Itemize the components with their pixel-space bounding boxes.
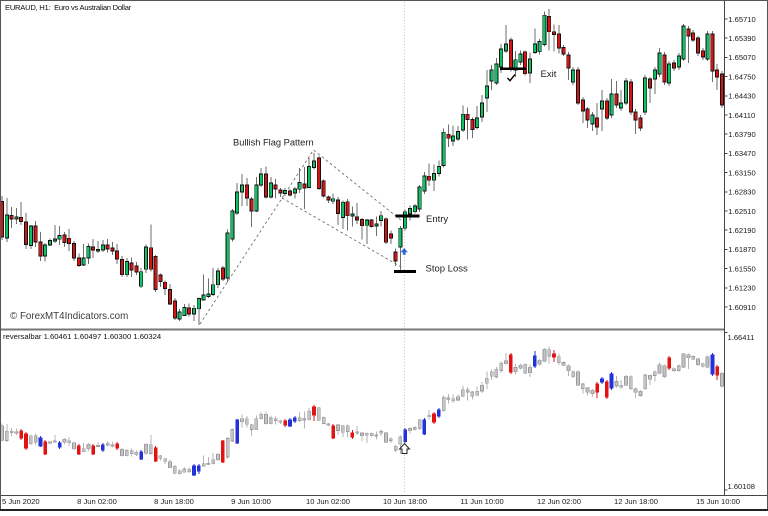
svg-text:1.61550: 1.61550 — [728, 264, 755, 273]
svg-text:1.62190: 1.62190 — [728, 226, 755, 235]
svg-text:1.66411: 1.66411 — [728, 333, 755, 342]
svg-text:15 Jun 10:00: 15 Jun 10:00 — [696, 497, 740, 506]
svg-text:1.65390: 1.65390 — [728, 34, 755, 43]
svg-text:1.64430: 1.64430 — [728, 92, 755, 101]
svg-text:1.63470: 1.63470 — [728, 149, 755, 158]
svg-text:12 Jun 02:00: 12 Jun 02:00 — [537, 497, 581, 506]
svg-text:reversalbar 1.60461 1.60497 1.: reversalbar 1.60461 1.60497 1.60300 1.60… — [3, 332, 162, 341]
svg-text:8 Jun 18:00: 8 Jun 18:00 — [154, 497, 194, 506]
svg-text:1.65070: 1.65070 — [728, 53, 755, 62]
svg-text:12 Jun 18:00: 12 Jun 18:00 — [614, 497, 658, 506]
svg-text:1.62510: 1.62510 — [728, 207, 755, 216]
svg-text:1.63150: 1.63150 — [728, 168, 755, 177]
svg-text:1.60910: 1.60910 — [728, 303, 755, 312]
svg-text:EURAUD, H1: Euro vs Australia: EURAUD, H1: Euro vs Australian Dollar — [5, 3, 132, 12]
svg-text:Entry: Entry — [426, 214, 448, 225]
svg-text:1.61870: 1.61870 — [728, 245, 755, 254]
svg-text:8 Jun 02:00: 8 Jun 02:00 — [77, 497, 117, 506]
svg-text:Bullish Flag Pattern: Bullish Flag Pattern — [233, 138, 314, 148]
svg-text:11 Jun 10:00: 11 Jun 10:00 — [460, 497, 503, 506]
svg-text:5 Jun 2020: 5 Jun 2020 — [2, 497, 40, 506]
svg-text:1.60108: 1.60108 — [728, 482, 755, 491]
svg-text:Stop Loss: Stop Loss — [426, 264, 468, 275]
svg-text:10 Jun 18:00: 10 Jun 18:00 — [383, 497, 427, 506]
svg-text:1.65710: 1.65710 — [728, 15, 755, 24]
svg-text:1.64110: 1.64110 — [728, 111, 755, 120]
svg-text:Exit: Exit — [541, 69, 557, 80]
svg-text:© ForexMT4Indicators.com: © ForexMT4Indicators.com — [10, 311, 128, 322]
svg-text:10 Jun 02:00: 10 Jun 02:00 — [306, 497, 350, 506]
svg-text:1.62830: 1.62830 — [728, 188, 755, 197]
svg-text:1.63790: 1.63790 — [728, 130, 755, 139]
svg-text:1.61230: 1.61230 — [728, 284, 755, 293]
svg-text:1.64750: 1.64750 — [728, 72, 755, 81]
svg-text:9 Jun 10:00: 9 Jun 10:00 — [231, 497, 271, 506]
